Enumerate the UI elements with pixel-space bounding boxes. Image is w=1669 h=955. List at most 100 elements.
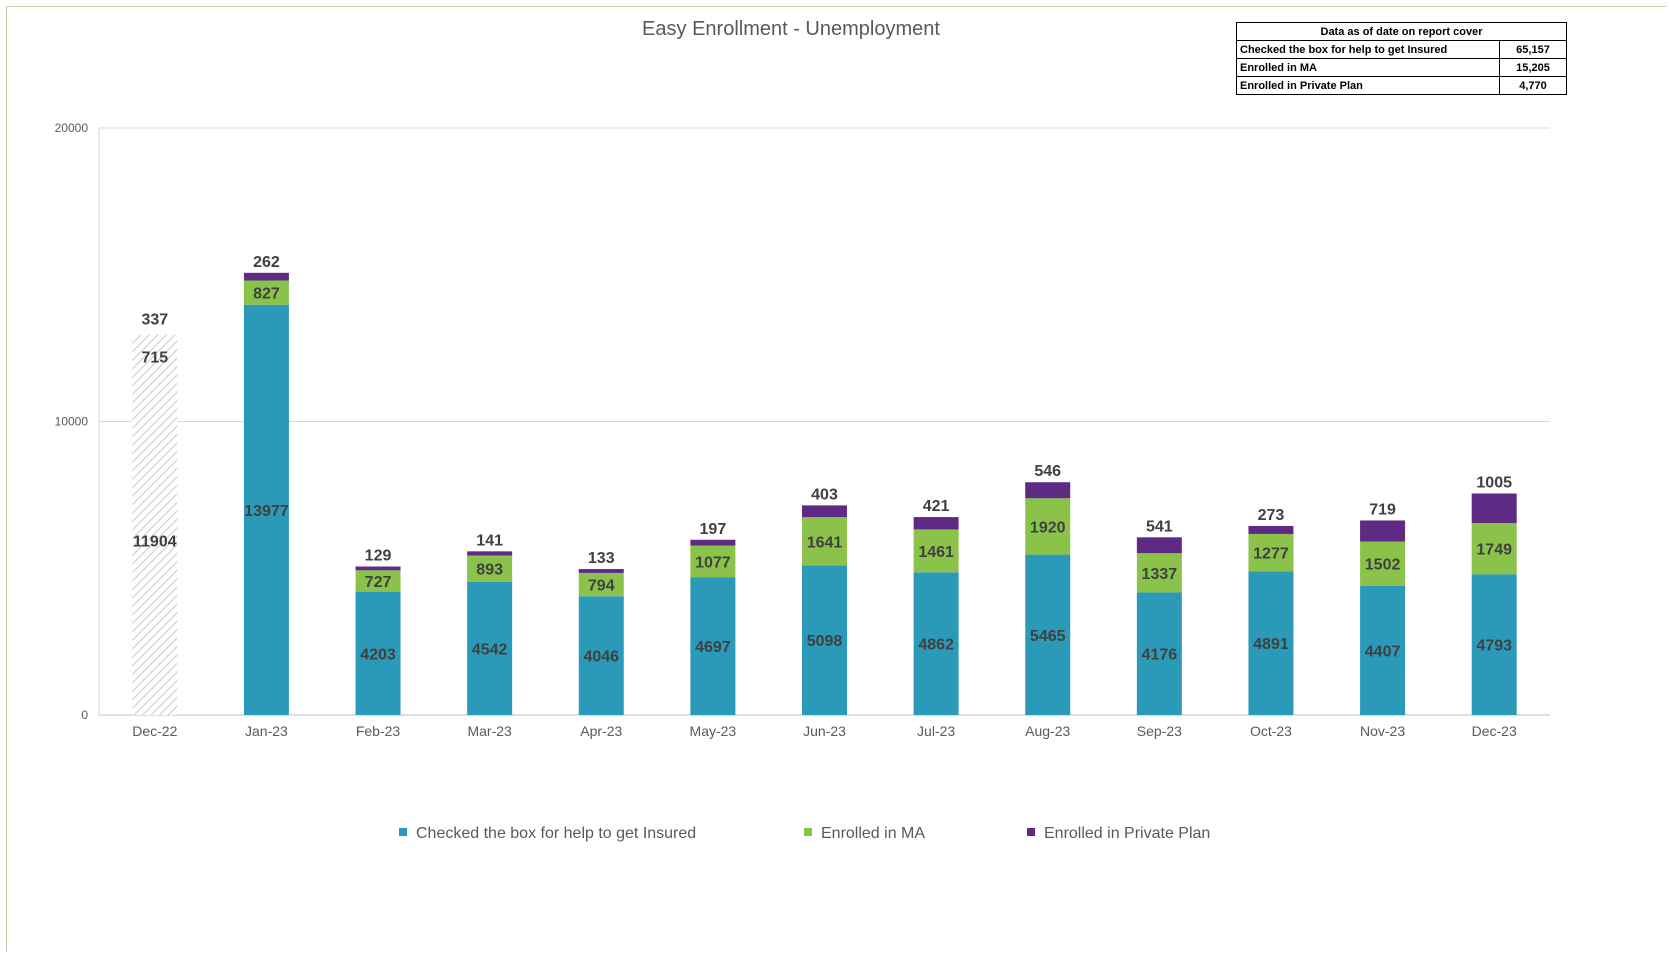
legend-label: Checked the box for help to get Insured bbox=[416, 825, 696, 842]
data-label: 197 bbox=[700, 521, 727, 538]
bar-segment bbox=[355, 591, 401, 715]
summary-row-label: Enrolled in MA bbox=[1236, 58, 1500, 77]
data-label: 719 bbox=[1369, 501, 1396, 518]
bar-segment bbox=[1360, 520, 1406, 542]
y-tick-label: 20000 bbox=[55, 121, 89, 135]
bars bbox=[132, 272, 1517, 715]
data-label: 4176 bbox=[1142, 647, 1178, 664]
bar-segment bbox=[690, 545, 736, 578]
data-label: 421 bbox=[923, 498, 950, 515]
data-label: 4697 bbox=[695, 639, 731, 656]
data-label: 1920 bbox=[1030, 519, 1066, 536]
bar-segment bbox=[578, 569, 624, 573]
bar-segment bbox=[690, 577, 736, 715]
legend: Checked the box for help to get Insured E… bbox=[399, 825, 1210, 842]
data-label: 4793 bbox=[1476, 638, 1512, 655]
x-axis-labels: Dec-22 Jan-23 Feb-23 Mar-23 Apr-23 May-23 Jun-… bbox=[132, 723, 1517, 739]
bar-segment bbox=[913, 517, 959, 530]
data-label: 4203 bbox=[360, 646, 396, 663]
data-label: 13977 bbox=[244, 503, 289, 520]
data-label: 541 bbox=[1146, 518, 1173, 535]
x-tick-label: Jan-23 bbox=[245, 723, 288, 739]
bar-segment bbox=[1248, 525, 1294, 534]
summary-table-row: Enrolled in Private Plan 4,770 bbox=[1236, 76, 1567, 95]
bar-segment bbox=[1248, 533, 1294, 572]
data-label: 1641 bbox=[807, 534, 843, 551]
x-tick-label: Jun-23 bbox=[803, 723, 846, 739]
bar-segment bbox=[578, 572, 624, 597]
data-label: 5465 bbox=[1030, 628, 1066, 645]
legend-swatch bbox=[399, 828, 407, 836]
data-label: 827 bbox=[253, 286, 280, 303]
bar-segment bbox=[355, 566, 401, 571]
summary-table-row: Checked the box for help to get Insured … bbox=[1236, 40, 1567, 59]
summary-table: Data as of date on report cover Checked … bbox=[1236, 22, 1567, 95]
data-label: 1502 bbox=[1365, 557, 1401, 574]
data-label: 893 bbox=[476, 562, 503, 579]
y-tick-label: 10000 bbox=[55, 415, 89, 429]
bar-segment bbox=[467, 581, 513, 715]
x-tick-label: Aug-23 bbox=[1025, 723, 1070, 739]
data-label: 1077 bbox=[695, 554, 731, 571]
bar-segment bbox=[243, 304, 289, 715]
bar-segment bbox=[243, 272, 289, 281]
bar-segment bbox=[1360, 541, 1406, 586]
legend-label: Enrolled in Private Plan bbox=[1044, 825, 1210, 842]
x-tick-label: Feb-23 bbox=[356, 723, 401, 739]
bar-segment bbox=[1025, 498, 1071, 555]
bar-segment bbox=[1136, 553, 1182, 593]
bar-segment bbox=[132, 365, 178, 715]
x-tick-label: Oct-23 bbox=[1250, 723, 1292, 739]
x-tick-label: Dec-22 bbox=[132, 723, 177, 739]
x-tick-label: Sep-23 bbox=[1137, 723, 1182, 739]
x-tick-label: May-23 bbox=[690, 723, 737, 739]
data-label: 1005 bbox=[1476, 474, 1512, 491]
summary-row-value: 15,205 bbox=[1499, 58, 1567, 77]
bar-segment bbox=[355, 570, 401, 592]
bar-segment bbox=[132, 334, 178, 345]
summary-table-row: Enrolled in MA 15,205 bbox=[1236, 58, 1567, 77]
data-label: 11904 bbox=[133, 533, 177, 550]
x-tick-label: Apr-23 bbox=[580, 723, 622, 739]
data-label: 133 bbox=[588, 550, 615, 567]
bar-segment bbox=[1136, 537, 1182, 554]
bar-segment bbox=[1471, 522, 1517, 575]
summary-row-label: Checked the box for help to get Insured bbox=[1236, 40, 1500, 59]
bar-segment bbox=[1471, 574, 1517, 715]
data-label: 273 bbox=[1258, 507, 1285, 524]
bar-segment bbox=[467, 551, 513, 556]
bar-segment bbox=[1136, 592, 1182, 715]
bar-segment bbox=[690, 539, 736, 546]
data-label: 129 bbox=[365, 548, 392, 565]
data-label: 727 bbox=[365, 574, 392, 591]
chart-frame bbox=[6, 6, 1666, 952]
data-label: 4862 bbox=[918, 637, 954, 654]
data-label: 403 bbox=[811, 486, 838, 503]
chart-title: Easy Enrollment - Unemployment bbox=[642, 18, 940, 40]
x-tick-label: Dec-23 bbox=[1472, 723, 1517, 739]
bar-segment bbox=[913, 572, 959, 715]
summary-row-value: 65,157 bbox=[1499, 40, 1567, 59]
legend-swatch bbox=[1027, 828, 1035, 836]
bar-segment bbox=[913, 529, 959, 573]
bar-segment bbox=[1025, 482, 1071, 499]
data-label: 1461 bbox=[918, 544, 954, 561]
data-label: 1749 bbox=[1476, 542, 1512, 559]
data-label: 1337 bbox=[1142, 566, 1178, 583]
bar-segment bbox=[243, 280, 289, 305]
x-tick-label: Mar-23 bbox=[467, 723, 512, 739]
data-label: 546 bbox=[1034, 463, 1061, 480]
x-tick-label: Jul-23 bbox=[917, 723, 955, 739]
summary-table-header: Data as of date on report cover bbox=[1236, 22, 1567, 41]
bar-segment bbox=[1471, 493, 1517, 523]
data-label: 4046 bbox=[583, 649, 619, 666]
legend-swatch bbox=[804, 828, 812, 836]
legend-label: Enrolled in MA bbox=[821, 825, 925, 842]
bar-segment bbox=[1025, 554, 1071, 715]
x-tick-label: Nov-23 bbox=[1360, 723, 1405, 739]
data-label: 262 bbox=[253, 254, 280, 271]
summary-row-label: Enrolled in Private Plan bbox=[1236, 76, 1500, 95]
y-tick-label: 0 bbox=[81, 708, 88, 722]
data-label: 5098 bbox=[807, 633, 843, 650]
